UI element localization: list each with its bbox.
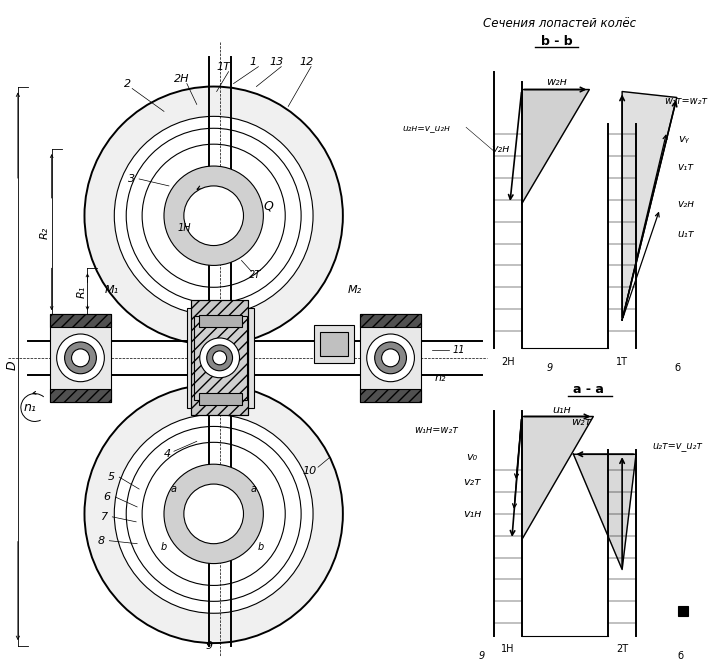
Text: 2: 2 [124,79,131,89]
Circle shape [57,334,104,381]
Text: a: a [251,484,256,494]
Text: w₂н: w₂н [546,77,567,87]
Text: w₁т=w₂т: w₁т=w₂т [664,96,707,106]
Text: u₁т: u₁т [677,228,694,238]
Text: b: b [257,542,263,552]
Text: R₂: R₂ [40,226,50,238]
Text: a - a: a - a [573,383,604,396]
Bar [320,332,348,356]
Polygon shape [574,454,636,570]
Bar [360,389,421,401]
Circle shape [367,334,415,381]
Text: 6: 6 [104,492,111,502]
Text: 9: 9 [547,363,552,373]
Circle shape [164,166,263,265]
Bar [50,389,111,401]
Polygon shape [522,416,594,540]
Text: 2Т: 2Т [249,271,261,281]
Text: 9: 9 [479,651,485,661]
Text: б: б [674,363,681,373]
Text: M₁: M₁ [104,285,119,295]
Text: 7: 7 [101,512,108,522]
Text: 10: 10 [303,466,317,476]
Text: 3: 3 [128,174,135,184]
Circle shape [184,484,244,544]
Text: 8: 8 [98,536,105,546]
Bar [199,393,243,405]
Bar [360,314,421,327]
Bar [50,314,111,401]
Text: u₂н=v_u₂н: u₂н=v_u₂н [403,123,450,132]
Text: 1Т: 1Т [217,61,231,71]
Circle shape [213,351,226,365]
Text: Q: Q [263,199,273,212]
Text: w₂т: w₂т [572,418,591,428]
Circle shape [114,415,313,613]
Text: v₀: v₀ [466,452,478,462]
Text: 4: 4 [163,450,170,460]
Text: 13: 13 [269,57,283,67]
Circle shape [84,87,343,345]
Text: 2Н: 2Н [174,73,190,84]
Bar [314,325,354,363]
Text: R₁: R₁ [77,286,87,299]
Circle shape [375,342,406,374]
Bar [191,300,248,415]
Bar [360,314,421,401]
Text: b - b: b - b [541,35,572,48]
Text: D: D [6,360,18,369]
Text: б: б [678,651,684,661]
Bar [191,300,248,415]
Text: n₁: n₁ [23,401,36,414]
Circle shape [200,338,239,377]
Text: 2Н: 2Н [501,357,515,367]
Text: 1Т: 1Т [616,357,628,367]
Circle shape [84,385,343,643]
Polygon shape [622,92,677,320]
Circle shape [142,442,285,585]
Text: 5: 5 [108,472,115,482]
Bar [194,316,248,399]
Text: 1Н: 1Н [501,644,515,654]
Text: u₁н: u₁н [552,405,571,415]
Circle shape [65,342,97,374]
Text: w₁н=w₂т: w₁н=w₂т [415,426,458,436]
Circle shape [72,349,89,367]
Text: v₂н: v₂н [491,144,509,154]
Text: Сечения лопастей колёс: Сечения лопастей колёс [483,17,636,31]
Text: M₂: M₂ [348,285,362,295]
Text: 1Н: 1Н [177,222,191,232]
Text: 1: 1 [250,57,257,67]
Text: 9: 9 [205,641,212,651]
Text: u₂т=v_u₂т: u₂т=v_u₂т [652,442,703,452]
Text: 11: 11 [453,345,465,355]
Circle shape [142,144,285,287]
Bar [50,314,111,327]
Circle shape [164,464,263,564]
Text: n₂: n₂ [435,373,446,383]
Text: b: b [161,542,167,552]
Bar [678,607,688,617]
Circle shape [207,345,233,371]
Text: v₂т: v₂т [463,477,481,487]
Circle shape [184,186,244,246]
Text: 12: 12 [299,57,313,67]
Bar [199,315,243,327]
Text: v₁т: v₁т [677,162,694,172]
Text: v₂н: v₂н [677,199,694,209]
Circle shape [382,349,400,367]
Text: a: a [171,484,177,494]
Circle shape [114,116,313,315]
Text: 2Т: 2Т [616,644,628,654]
Text: v₁н: v₁н [463,509,481,519]
Text: vᵧ: vᵧ [678,134,689,144]
Bar [187,308,254,407]
Polygon shape [522,90,589,204]
